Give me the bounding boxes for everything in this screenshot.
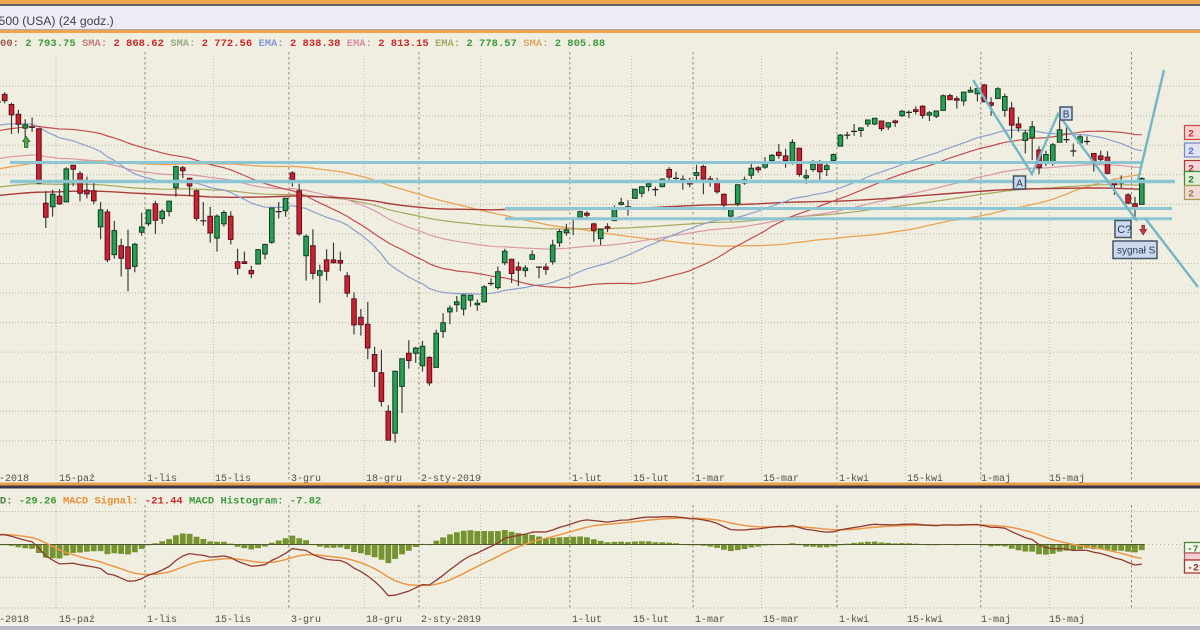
svg-text:MACD: -29.26 MACD Signal: -21.: MACD: -29.26 MACD Signal: -21.44 MACD Hi…	[0, 496, 321, 508]
svg-text:C?: C?	[1117, 224, 1131, 236]
svg-text:B: B	[1063, 110, 1070, 121]
svg-text:-21: -21	[1187, 564, 1200, 575]
svg-text:S&P 500 (USA) (24 godz.): S&P 500 (USA) (24 godz.)	[0, 14, 114, 28]
svg-text:A: A	[1016, 179, 1023, 190]
svg-text:2 7: 2 7	[1188, 190, 1200, 201]
svg-text:2 8: 2 8	[1188, 147, 1200, 158]
svg-text:sygnał S: sygnał S	[1117, 246, 1156, 257]
svg-text:2 7: 2 7	[1188, 176, 1200, 187]
svg-text:S&P500: 2 793.75 SMA: 2 868.62: S&P500: 2 793.75 SMA: 2 868.62 SMA: 2 77…	[0, 38, 605, 50]
svg-text:2 8: 2 8	[1188, 130, 1200, 141]
